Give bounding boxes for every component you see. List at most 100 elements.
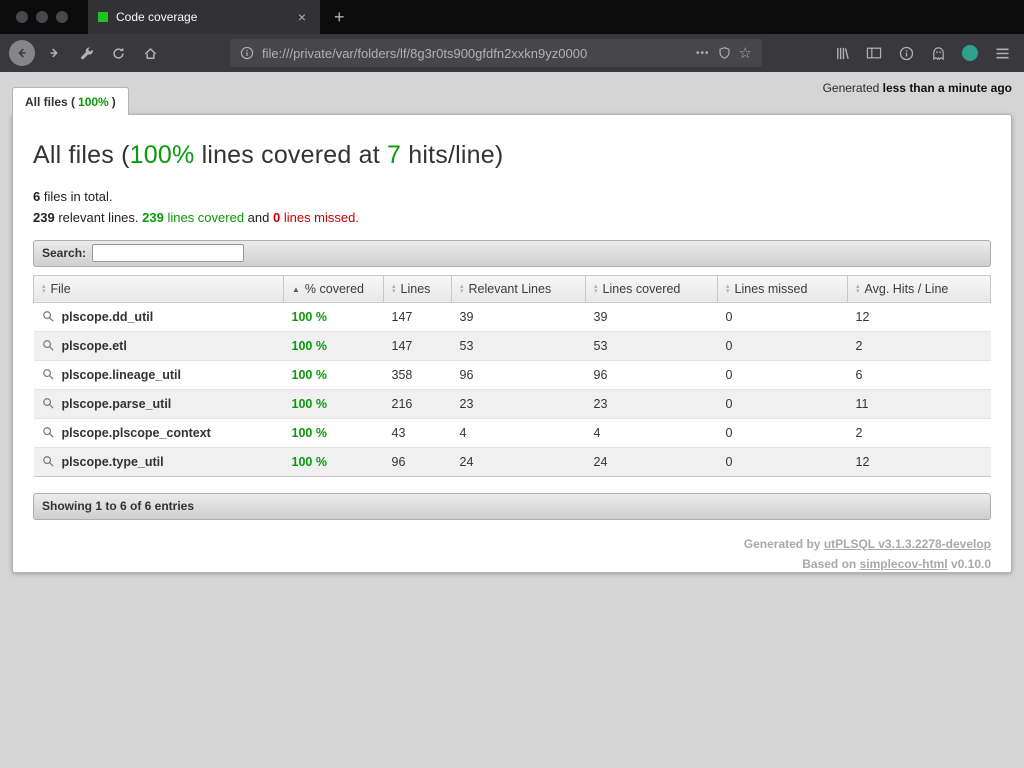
- table-row[interactable]: plscope.dd_util 100 % 147 39 39 0 12: [33, 302, 991, 332]
- lines-cell: 358: [383, 360, 452, 390]
- column-header-relevant-lines[interactable]: ▴ ▾ Relevant Lines: [451, 274, 586, 303]
- relevant-lines-cell: 4: [451, 418, 586, 448]
- covered-percent-cell: 100 %: [283, 360, 384, 390]
- table-row[interactable]: plscope.plscope_context 100 % 43 4 4 0 2: [33, 418, 991, 448]
- relevant-lines-cell: 39: [451, 302, 586, 332]
- forward-icon: [47, 46, 61, 60]
- window-controls: [0, 0, 88, 34]
- avg-hits-cell: 12: [847, 302, 991, 332]
- sort-icon: ▴ ▾: [594, 283, 598, 296]
- page-title: All files (100% lines covered at 7 hits/…: [33, 141, 504, 169]
- url-bar[interactable]: file:///private/var/folders/lf/8g3r0ts90…: [230, 39, 762, 67]
- generated-by-line: Generated by utPLSQL v3.1.3.2278-develop: [743, 536, 991, 551]
- report-credits: Generated by utPLSQL v3.1.3.2278-develop…: [33, 534, 991, 575]
- browser-tab[interactable]: Code coverage ×: [88, 0, 320, 34]
- home-button[interactable]: [136, 39, 164, 67]
- extension-info-button[interactable]: [892, 39, 920, 67]
- lines-missed-cell: 0: [717, 447, 848, 477]
- search-toolbar: Search:: [33, 239, 991, 267]
- avg-hits-cell: 12: [847, 447, 991, 477]
- lines-cell: 96: [383, 447, 452, 477]
- lines-missed-cell: 0: [717, 302, 848, 332]
- covered-percent-cell: 100 %: [283, 389, 384, 419]
- file-link[interactable]: plscope.lineage_util: [61, 367, 181, 382]
- page-actions-icon[interactable]: •••: [696, 47, 710, 59]
- ghostery-extension-button[interactable]: [924, 39, 952, 67]
- covered-percent-cell: 100 %: [283, 331, 384, 361]
- home-icon: [143, 46, 158, 61]
- all-files-tab[interactable]: All files (100%): [12, 87, 129, 115]
- lines-cell: 43: [383, 418, 452, 448]
- avg-hits-cell: 6: [847, 360, 991, 390]
- utplsql-link[interactable]: utPLSQL v3.1.3.2278-develop: [823, 536, 991, 551]
- library-button[interactable]: [828, 39, 856, 67]
- tab-favicon: [98, 12, 108, 22]
- column-header-percent-covered[interactable]: ▲% covered: [283, 274, 384, 303]
- back-button[interactable]: [8, 39, 36, 67]
- column-header-lines[interactable]: ▴ ▾ Lines: [383, 274, 452, 303]
- window-minimize-button[interactable]: [36, 11, 48, 23]
- lines-missed-cell: 0: [717, 418, 848, 448]
- lines-covered-cell: 23: [585, 389, 718, 419]
- file-link[interactable]: plscope.plscope_context: [61, 425, 211, 440]
- hamburger-menu-icon: [995, 47, 1010, 60]
- table-header-row: ▴ ▾ File ▲% covered ▴ ▾ Lines ▴ ▾ Relevant Lin…: [33, 274, 991, 303]
- table-info-bar: Showing 1 to 6 of 6 entries: [33, 492, 991, 520]
- covered-percent-cell: 100 %: [283, 447, 384, 477]
- bookmark-star-icon[interactable]: ☆: [738, 44, 752, 62]
- extension-avatar-button[interactable]: [956, 39, 984, 67]
- sort-icon: ▴ ▾: [726, 283, 730, 296]
- table-row[interactable]: plscope.lineage_util 100 % 358 96 96 0 6: [33, 360, 991, 390]
- files-total-text: 6 files in total.: [33, 189, 113, 204]
- magnifier-icon: [42, 368, 55, 381]
- url-text[interactable]: file:///private/var/folders/lf/8g3r0ts90…: [262, 45, 588, 61]
- site-info-icon[interactable]: [240, 46, 254, 60]
- library-icon: [835, 46, 850, 61]
- covered-percent-cell: 100 %: [283, 302, 384, 332]
- menu-button[interactable]: [988, 39, 1016, 67]
- relevant-lines-cell: 53: [451, 331, 586, 361]
- window-zoom-button[interactable]: [56, 11, 68, 23]
- magnifier-icon: [42, 397, 55, 410]
- relevant-lines-cell: 24: [451, 447, 586, 477]
- table-row[interactable]: plscope.type_util 100 % 96 24 24 0 12: [33, 447, 991, 477]
- column-header-file[interactable]: ▴ ▾ File: [33, 274, 284, 303]
- column-header-lines-covered[interactable]: ▴ ▾ Lines covered: [585, 274, 718, 303]
- forward-button[interactable]: [40, 39, 68, 67]
- relevant-lines-cell: 96: [451, 360, 586, 390]
- lines-missed-cell: 0: [717, 331, 848, 361]
- page-content: Generated less than a minute ago All fil…: [0, 72, 1024, 768]
- avg-hits-cell: 11: [847, 389, 991, 419]
- window-close-button[interactable]: [16, 11, 28, 23]
- simplecov-html-link[interactable]: simplecov-html: [859, 557, 948, 572]
- table-row[interactable]: plscope.parse_util 100 % 216 23 23 0 11: [33, 389, 991, 419]
- magnifier-icon: [42, 339, 55, 352]
- file-link[interactable]: plscope.etl: [61, 338, 127, 353]
- avg-hits-cell: 2: [847, 418, 991, 448]
- table-row[interactable]: plscope.etl 100 % 147 53 53 0 2: [33, 331, 991, 361]
- lines-cell: 147: [383, 302, 452, 332]
- tab-close-icon[interactable]: ×: [297, 9, 306, 25]
- lines-covered-cell: 4: [585, 418, 718, 448]
- ghost-icon: [931, 46, 946, 61]
- showing-entries-text: Showing 1 to 6 of 6 entries: [42, 499, 195, 514]
- file-link[interactable]: plscope.type_util: [61, 454, 164, 469]
- sidebar-button[interactable]: [860, 39, 888, 67]
- shield-icon[interactable]: [718, 46, 731, 60]
- lines-missed-cell: 0: [717, 389, 848, 419]
- file-link[interactable]: plscope.parse_util: [61, 396, 172, 411]
- magnifier-icon: [42, 310, 55, 323]
- column-header-avg-hits[interactable]: ▴ ▾ Avg. Hits / Line: [847, 274, 991, 303]
- column-header-lines-missed[interactable]: ▴ ▾ Lines missed: [717, 274, 848, 303]
- lines-covered-cell: 53: [585, 331, 718, 361]
- search-input[interactable]: [92, 244, 245, 263]
- sort-icon: ▴ ▾: [42, 283, 46, 296]
- file-link[interactable]: plscope.dd_util: [61, 309, 154, 324]
- lines-covered-cell: 96: [585, 360, 718, 390]
- tab-title: Code coverage: [116, 10, 198, 24]
- tools-button[interactable]: [72, 39, 100, 67]
- new-tab-button[interactable]: +: [334, 6, 345, 27]
- reload-button[interactable]: [104, 39, 132, 67]
- lines-summary-text: 239 relevant lines. 239 lines covered an…: [33, 209, 359, 225]
- generated-timestamp: Generated less than a minute ago: [822, 81, 1012, 95]
